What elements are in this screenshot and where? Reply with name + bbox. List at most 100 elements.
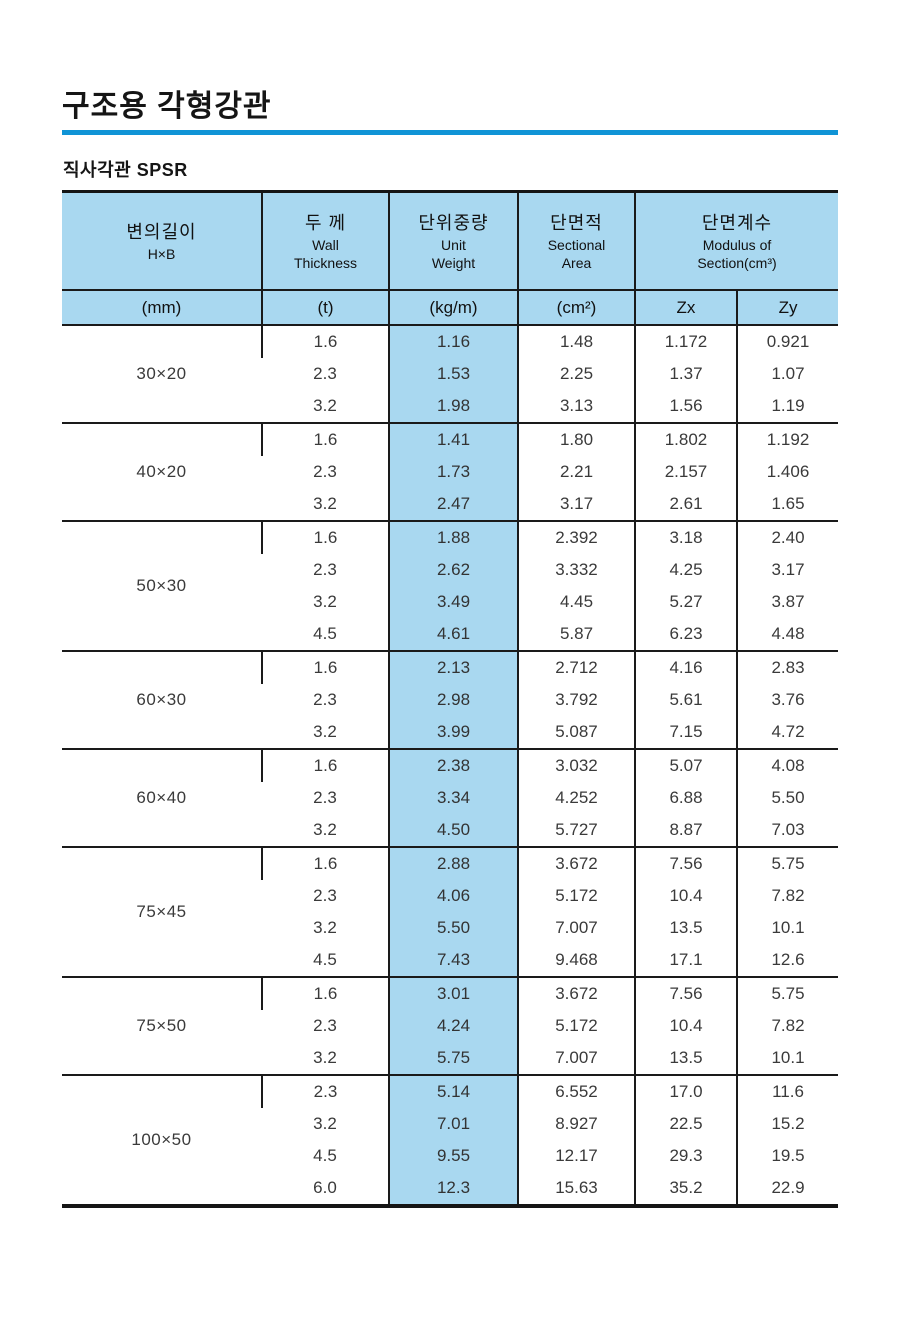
thickness-value: 2.3 <box>313 886 337 905</box>
thickness-value: 2.3 <box>313 364 337 383</box>
zy-value: 5.75 <box>735 977 839 1010</box>
page-content: 구조용 각형강관 직사각관 SPSR 변의길이 H×B 두 께 Wall Thi… <box>62 90 839 1208</box>
spec-row: 2.3 4.06 5.172 10.4 7.82 <box>62 880 839 912</box>
unit-weight-value: 1.88 <box>388 521 518 554</box>
zy-value: 1.19 <box>735 390 839 424</box>
header-thickness: 두 께 Wall Thickness <box>261 191 389 291</box>
zy-value: 10.1 <box>735 1042 839 1076</box>
unit-weight-value: 7.43 <box>388 944 518 978</box>
header-thickness-en1: Wall <box>312 236 339 253</box>
header-modulus-ko: 단면계수 <box>701 212 773 233</box>
header-row-main: 변의길이 H×B 두 께 Wall Thickness 단위중량 Unit We… <box>62 191 839 291</box>
zy-value: 3.87 <box>735 586 839 618</box>
title-underline-rule <box>62 130 838 135</box>
zx-value: 2.61 <box>634 488 737 522</box>
zy-value: 0.921 <box>735 325 839 358</box>
spec-row: 50×30 1.6 1.88 2.392 3.18 2.40 <box>62 521 839 652</box>
sectional-area-value: 3.672 <box>517 847 635 880</box>
unit-weight-value: 2.88 <box>388 847 518 880</box>
unit-cm2: (cm²) <box>517 290 635 326</box>
zy-value: 11.6 <box>735 1075 839 1108</box>
sectional-area-value: 3.332 <box>517 554 635 586</box>
thickness-value: 2.3 <box>313 560 337 579</box>
zx-value: 10.4 <box>634 880 737 912</box>
sectional-area-value: 4.45 <box>517 586 635 618</box>
size-label: 60×30 <box>62 651 262 750</box>
sectional-area-value: 6.552 <box>517 1075 635 1108</box>
section-label: 직사각관 SPSR <box>63 160 188 180</box>
header-side-length: 변의길이 H×B <box>62 191 262 291</box>
thickness-value: 1.6 <box>261 325 389 358</box>
sectional-area-value: 3.13 <box>517 390 635 424</box>
thickness-value: 3.2 <box>313 592 337 611</box>
thickness-value: 2.3 <box>313 1016 337 1035</box>
spec-row: 2.3 1.73 2.21 2.157 1.406 <box>62 456 839 488</box>
zy-value: 10.1 <box>735 912 839 944</box>
spec-row: 3.2 4.50 5.727 8.87 7.03 <box>62 814 839 848</box>
unit-weight-value: 1.41 <box>388 423 518 456</box>
header-unit-weight-en2: Weight <box>431 254 476 271</box>
unit-weight-value: 2.98 <box>388 684 518 716</box>
zx-value: 7.56 <box>634 977 737 1010</box>
sectional-area-value: 3.17 <box>517 488 635 522</box>
sectional-area-value: 9.468 <box>517 944 635 978</box>
zx-value: 6.88 <box>634 782 737 814</box>
zx-value: 7.56 <box>634 847 737 880</box>
zy-value: 1.192 <box>735 423 839 456</box>
sectional-area-value: 1.80 <box>517 423 635 456</box>
thickness-value: 4.5 <box>262 944 389 978</box>
size-label: 100×50 <box>62 1075 262 1207</box>
zy-value: 1.406 <box>735 456 839 488</box>
size-label: 75×45 <box>62 847 262 978</box>
spec-row: 75×45 1.6 2.88 3.672 7.56 5.75 <box>62 847 839 978</box>
zy-value: 2.40 <box>735 521 839 554</box>
unit-weight-value: 2.62 <box>388 554 518 586</box>
unit-zx: Zx <box>634 290 737 326</box>
zx-value: 4.25 <box>634 554 737 586</box>
spec-row: 2.3 1.53 2.25 1.37 1.07 <box>62 358 839 390</box>
header-sectional-area-ko: 단면적 <box>550 212 603 233</box>
thickness-value: 3.2 <box>313 1114 337 1133</box>
thickness-value: 3.2 <box>262 716 389 750</box>
header-sectional-area-en2: Area <box>561 254 592 271</box>
spec-row: 3.2 5.75 7.007 13.5 10.1 <box>62 1042 839 1076</box>
header-unit-weight: 단위중량 Unit Weight <box>388 191 518 291</box>
unit-weight-value: 2.38 <box>388 749 518 782</box>
unit-weight-value: 1.98 <box>388 390 518 424</box>
sectional-area-value: 7.007 <box>517 912 635 944</box>
size-label: 30×20 <box>62 325 262 424</box>
zy-value: 22.9 <box>735 1172 839 1207</box>
unit-weight-value: 2.13 <box>388 651 518 684</box>
zy-value: 1.07 <box>735 358 839 390</box>
zx-value: 5.27 <box>634 586 737 618</box>
unit-weight-value: 5.14 <box>388 1075 518 1108</box>
sectional-area-value: 12.17 <box>517 1140 635 1172</box>
zx-value: 4.16 <box>634 651 737 684</box>
header-unit-weight-ko: 단위중량 <box>418 212 489 233</box>
unit-kg-per-m: (kg/m) <box>388 290 518 326</box>
unit-weight-value: 3.34 <box>388 782 518 814</box>
thickness-value: 3.2 <box>262 1042 389 1076</box>
unit-weight-value: 12.3 <box>388 1172 518 1207</box>
thickness-value: 3.2 <box>262 488 389 522</box>
zx-value: 13.5 <box>634 912 737 944</box>
zy-value: 1.65 <box>735 488 839 522</box>
zy-value: 3.17 <box>735 554 839 586</box>
thickness-value: 2.3 <box>313 690 337 709</box>
unit-weight-value: 4.61 <box>388 618 518 652</box>
zx-value: 5.61 <box>634 684 737 716</box>
zx-value: 1.37 <box>634 358 737 390</box>
unit-weight-value: 1.16 <box>388 325 518 358</box>
spec-row: 4.5 7.43 9.468 17.1 12.6 <box>62 944 839 978</box>
zx-value: 6.23 <box>634 618 737 652</box>
sectional-area-value: 15.63 <box>517 1172 635 1207</box>
zx-value: 22.5 <box>634 1108 737 1140</box>
zy-value: 2.83 <box>735 651 839 684</box>
sectional-area-value: 2.392 <box>517 521 635 554</box>
spec-row: 4.5 4.61 5.87 6.23 4.48 <box>62 618 839 652</box>
thickness-value: 1.6 <box>261 423 389 456</box>
zy-value: 7.82 <box>735 1010 839 1042</box>
thickness-value: 1.6 <box>261 651 389 684</box>
zy-value: 19.5 <box>735 1140 839 1172</box>
zx-value: 2.157 <box>634 456 737 488</box>
